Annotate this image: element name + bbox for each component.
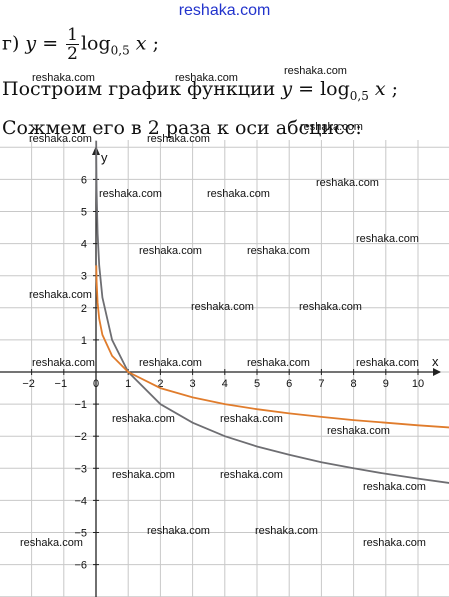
axes [0,146,441,597]
curve-log-base-half [95,140,449,484]
semicolon: ; [385,78,399,100]
site-title[interactable]: reshaka.com [178,2,271,19]
y-var: y [281,78,293,100]
watermark-text: reshaka.com [300,121,363,133]
y-tick-label: 5 [81,207,87,219]
log-word: log [80,32,111,55]
watermark-text: reshaka.com [356,233,419,245]
task-prefix: г) [2,32,26,55]
watermark-text: reshaka.com [147,525,210,537]
watermark-text: reshaka.com [247,357,310,369]
watermark-text: reshaka.com [284,65,347,77]
watermark-text: reshaka.com [29,289,92,301]
x-axis-label: x [432,354,439,369]
watermark-text: reshaka.com [316,177,379,189]
watermark-text: reshaka.com [175,72,238,84]
semicolon: ; [146,32,159,55]
y-tick-label: −5 [74,528,87,540]
x-var: x [129,32,147,55]
watermark-text: reshaka.com [220,469,283,481]
y-tick-label: 2 [81,303,87,315]
x-tick-label: 3 [190,378,196,390]
equals: = [292,78,321,100]
fraction-numerator: 1 [66,25,79,45]
y-tick-label: −3 [74,463,87,475]
watermark-text: reshaka.com [139,245,202,257]
x-tick-label: 0 [93,378,99,390]
log-base: 0,5 [110,43,130,58]
x-tick-label: −1 [55,378,68,390]
watermark-text: reshaka.com [356,357,419,369]
watermark-text: reshaka.com [255,525,318,537]
y-var: y [25,32,37,55]
task-formula: г) y = 1 2 log0,5 x ; [2,26,159,63]
y-tick-label: −2 [74,431,87,443]
x-var: x [368,78,386,100]
x-tick-label: 7 [318,378,324,390]
x-axis-arrow [433,368,441,376]
log-base: 0,5 [349,88,369,103]
y-tick-label: 3 [81,271,87,283]
watermark-text: reshaka.com [139,357,202,369]
tick-labels: −2 −1 0 1 2 3 4 5 6 7 8 9 10 −6 −5 −4 −3 −2 −1 1 2 3 4 5 6 [22,174,424,571]
x-tick-label: 10 [412,378,424,390]
watermark-text: reshaka.com [299,301,362,313]
equals: = [36,32,65,55]
watermark-text: reshaka.com [32,357,95,369]
y-axis-label: y [101,150,108,165]
y-tick-label: 1 [81,335,87,347]
x-tick-label: 9 [383,378,389,390]
x-tick-label: 1 [125,378,131,390]
watermark-text: reshaka.com [29,133,92,145]
step-two-text: Сожмем его в 2 раза к оси абсцисс: [2,117,362,139]
step-one-label: Построим график функции [2,78,282,100]
x-tick-label: −2 [22,378,35,390]
y-tick-label: −6 [74,560,87,572]
watermark-text: reshaka.com [112,413,175,425]
watermark-text: reshaka.com [20,537,83,549]
x-tick-label: 8 [351,378,357,390]
x-tick-label: 2 [157,378,163,390]
x-tick-label: 4 [222,378,228,390]
watermark-text: reshaka.com [363,537,426,549]
y-tick-label: 6 [81,174,87,186]
x-tick-label: 5 [254,378,260,390]
watermark-text: reshaka.com [220,413,283,425]
watermark-text: reshaka.com [247,245,310,257]
watermark-text: reshaka.com [147,133,210,145]
watermark-text: reshaka.com [191,301,254,313]
curves [95,140,449,484]
watermark-text: reshaka.com [32,72,95,84]
x-tick-label: 6 [286,378,292,390]
step-one-text: Построим график функции y = log0,5 x ; [2,78,398,103]
watermark-text: reshaka.com [112,469,175,481]
watermark-text: reshaka.com [207,188,270,200]
watermark-text: reshaka.com [327,425,390,437]
y-tick-label: −1 [74,399,87,411]
y-tick-label: −4 [74,495,87,507]
watermark-text: reshaka.com [99,188,162,200]
log-word: log [320,78,350,100]
fraction-denominator: 2 [67,44,78,64]
watermark-text: reshaka.com [363,481,426,493]
curve-compressed [95,265,449,429]
y-tick-label: 4 [81,239,87,251]
